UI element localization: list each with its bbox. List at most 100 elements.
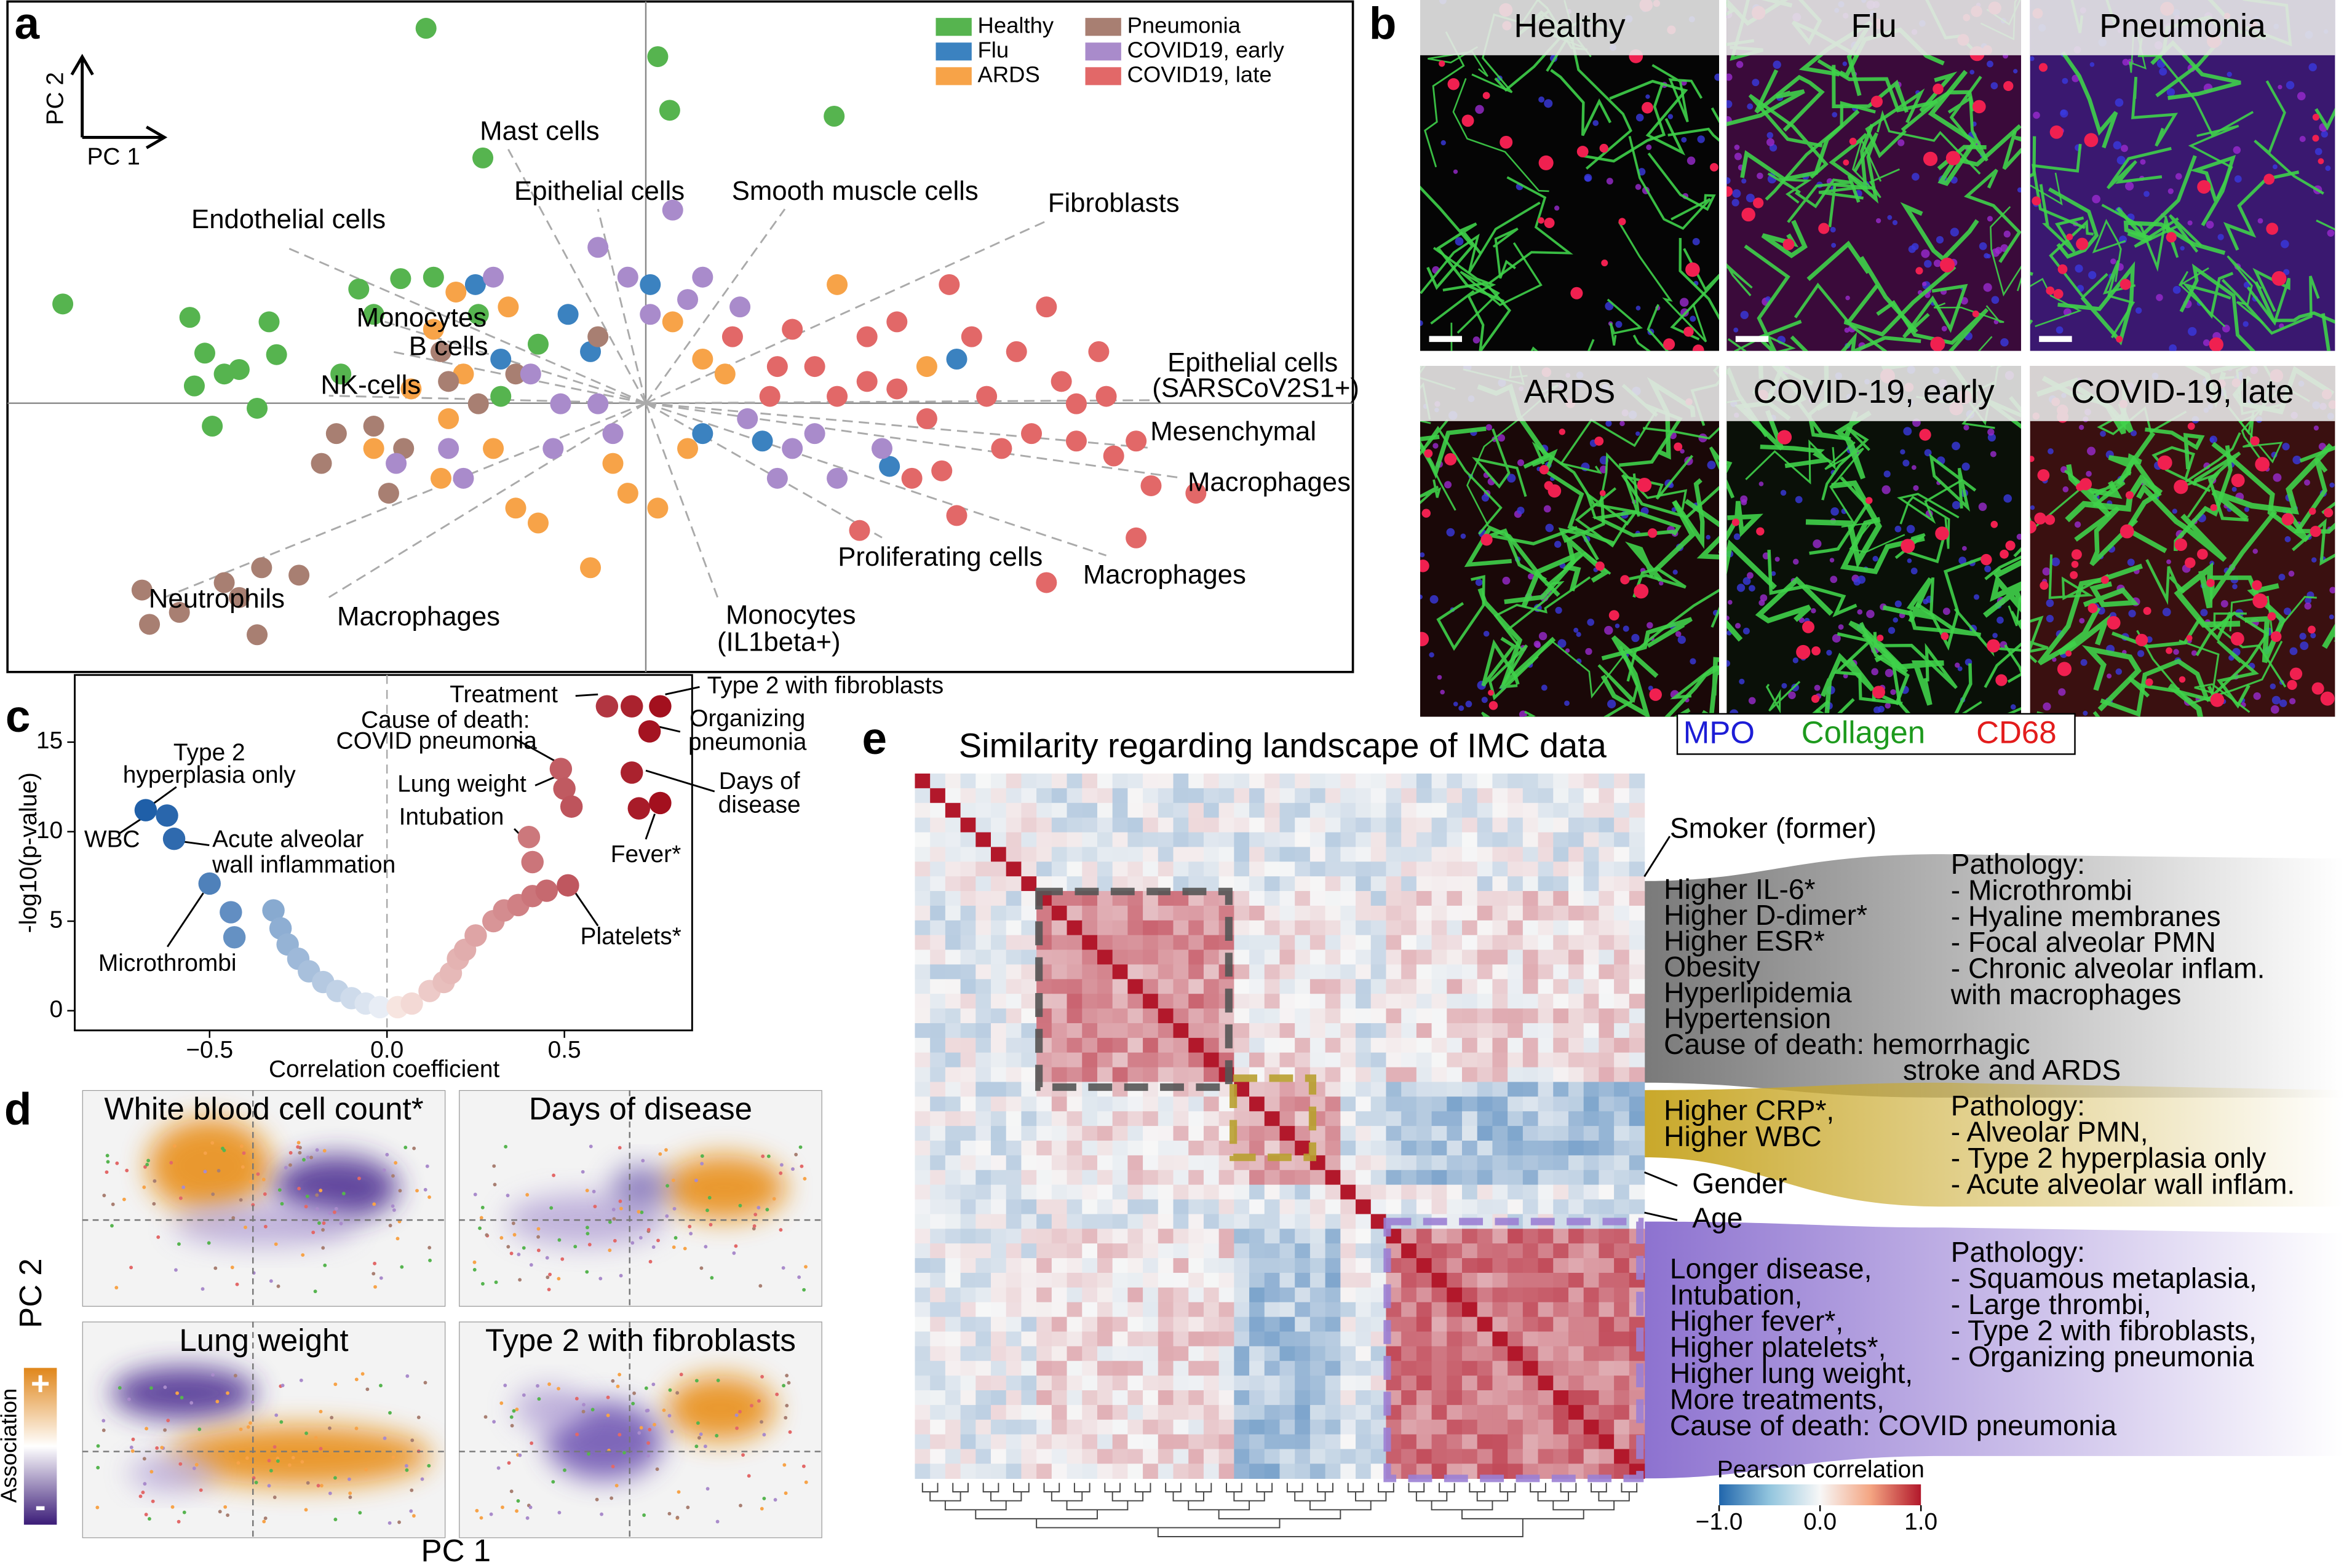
axis-label: Correlation coefficient [269,1056,499,1083]
corr-point [596,695,618,717]
heat-cell [1371,774,1386,789]
heat-cell [1447,1317,1462,1332]
sample-dot [248,1421,252,1425]
heat-cell [1021,1243,1036,1259]
heat-cell [1432,818,1447,833]
heat-cell [1204,1405,1219,1420]
heat-cell [915,1288,930,1303]
sample-dot [507,1461,511,1465]
heat-cell [1097,1258,1113,1273]
heat-cell [1523,1317,1538,1332]
sample-dot [412,1147,416,1150]
heat-cell [1508,1390,1523,1406]
heat-cell [1234,1258,1249,1273]
sample-dot [183,1511,186,1515]
heat-cell [1584,1390,1599,1406]
macrophage [1818,223,1829,234]
heat-cell [1143,1435,1158,1450]
nucleus [1969,69,1974,74]
heat-cell [1386,1096,1401,1112]
macrophage [2209,338,2223,352]
heat-cell [1249,876,1265,892]
pca-point [528,334,549,355]
nucleus [1831,243,1836,248]
heat-cell [1416,1420,1432,1435]
pca-point [580,557,601,578]
heat-cell [961,1346,976,1361]
dendrogram [983,1483,999,1492]
heat-cell [1568,1390,1584,1406]
heat-cell [1021,1200,1036,1215]
heat-cell [1249,1214,1265,1229]
nucleus [1486,424,1492,430]
heat-cell [1416,1288,1432,1303]
heat-cell [1462,1038,1477,1053]
heat-cell [1097,1376,1113,1391]
heat-cell [1568,906,1584,921]
nucleus [2017,534,2023,540]
heat-cell [1036,1302,1052,1318]
heat-cell [1568,1038,1584,1053]
heat-cell [1477,774,1493,789]
nucleus [1814,685,1821,691]
heat-cell [1006,1376,1022,1391]
heat-cell [1599,1288,1614,1303]
heat-cell [1462,1243,1477,1259]
nucleus [1734,533,1741,540]
heat-cell [1143,1273,1158,1288]
heat-cell [1462,803,1477,818]
sample-dot [522,1393,526,1397]
heat-cell [1477,1038,1493,1053]
heat-cell [1204,1390,1219,1406]
heat-cell [1325,906,1341,921]
heat-cell [1568,935,1584,951]
heat-cell [1553,1288,1568,1303]
heat-cell [1432,964,1447,980]
sample-dot [383,1168,386,1172]
heat-cell [1523,1420,1538,1435]
heat-cell [1477,847,1493,862]
heat-cell [1508,861,1523,877]
heat-cell [1523,1376,1538,1391]
heat-cell [1204,935,1219,951]
heat-cell [1021,1390,1036,1406]
heat-cell [1416,1346,1432,1361]
heat-cell [1279,1200,1295,1215]
heat-cell [1204,1067,1219,1083]
heat-cell [930,1214,945,1229]
sample-dot [734,1245,738,1248]
heat-cell [1295,1126,1310,1141]
nucleus [1444,481,1452,488]
heat-cell [1265,1346,1280,1361]
sample-dot [314,1436,318,1439]
heat-cell [961,1023,976,1039]
heat-cell [1188,1361,1204,1376]
nucleus [1866,610,1875,619]
heat-cell [1127,1273,1143,1288]
heat-cell [1052,818,1067,833]
heat-cell [1052,1067,1067,1083]
heat-cell [1568,1096,1584,1112]
heat-cell [1508,876,1523,892]
heat-cell [1204,1331,1219,1347]
heat-cell [1584,1023,1599,1039]
heat-cell [1477,788,1493,804]
heat-cell [1462,1405,1477,1420]
heat-cell [1127,1141,1143,1156]
heat-cell [1097,1331,1113,1347]
nucleus [1990,451,1996,457]
heat-cell [1523,774,1538,789]
macrophage [1488,690,1494,696]
heat-cell [991,847,1006,862]
heat-cell [975,1243,991,1259]
heat-cell [961,1067,976,1083]
nucleus [1430,595,1439,604]
pca-point [438,408,459,429]
nucleus [1592,120,1599,126]
annotation: Organizing [689,705,805,732]
heat-cell [1492,964,1508,980]
heat-cell [961,1096,976,1112]
heat-cell [1462,1023,1477,1039]
annotation: Intubation [399,804,504,830]
pca-point [824,106,844,127]
